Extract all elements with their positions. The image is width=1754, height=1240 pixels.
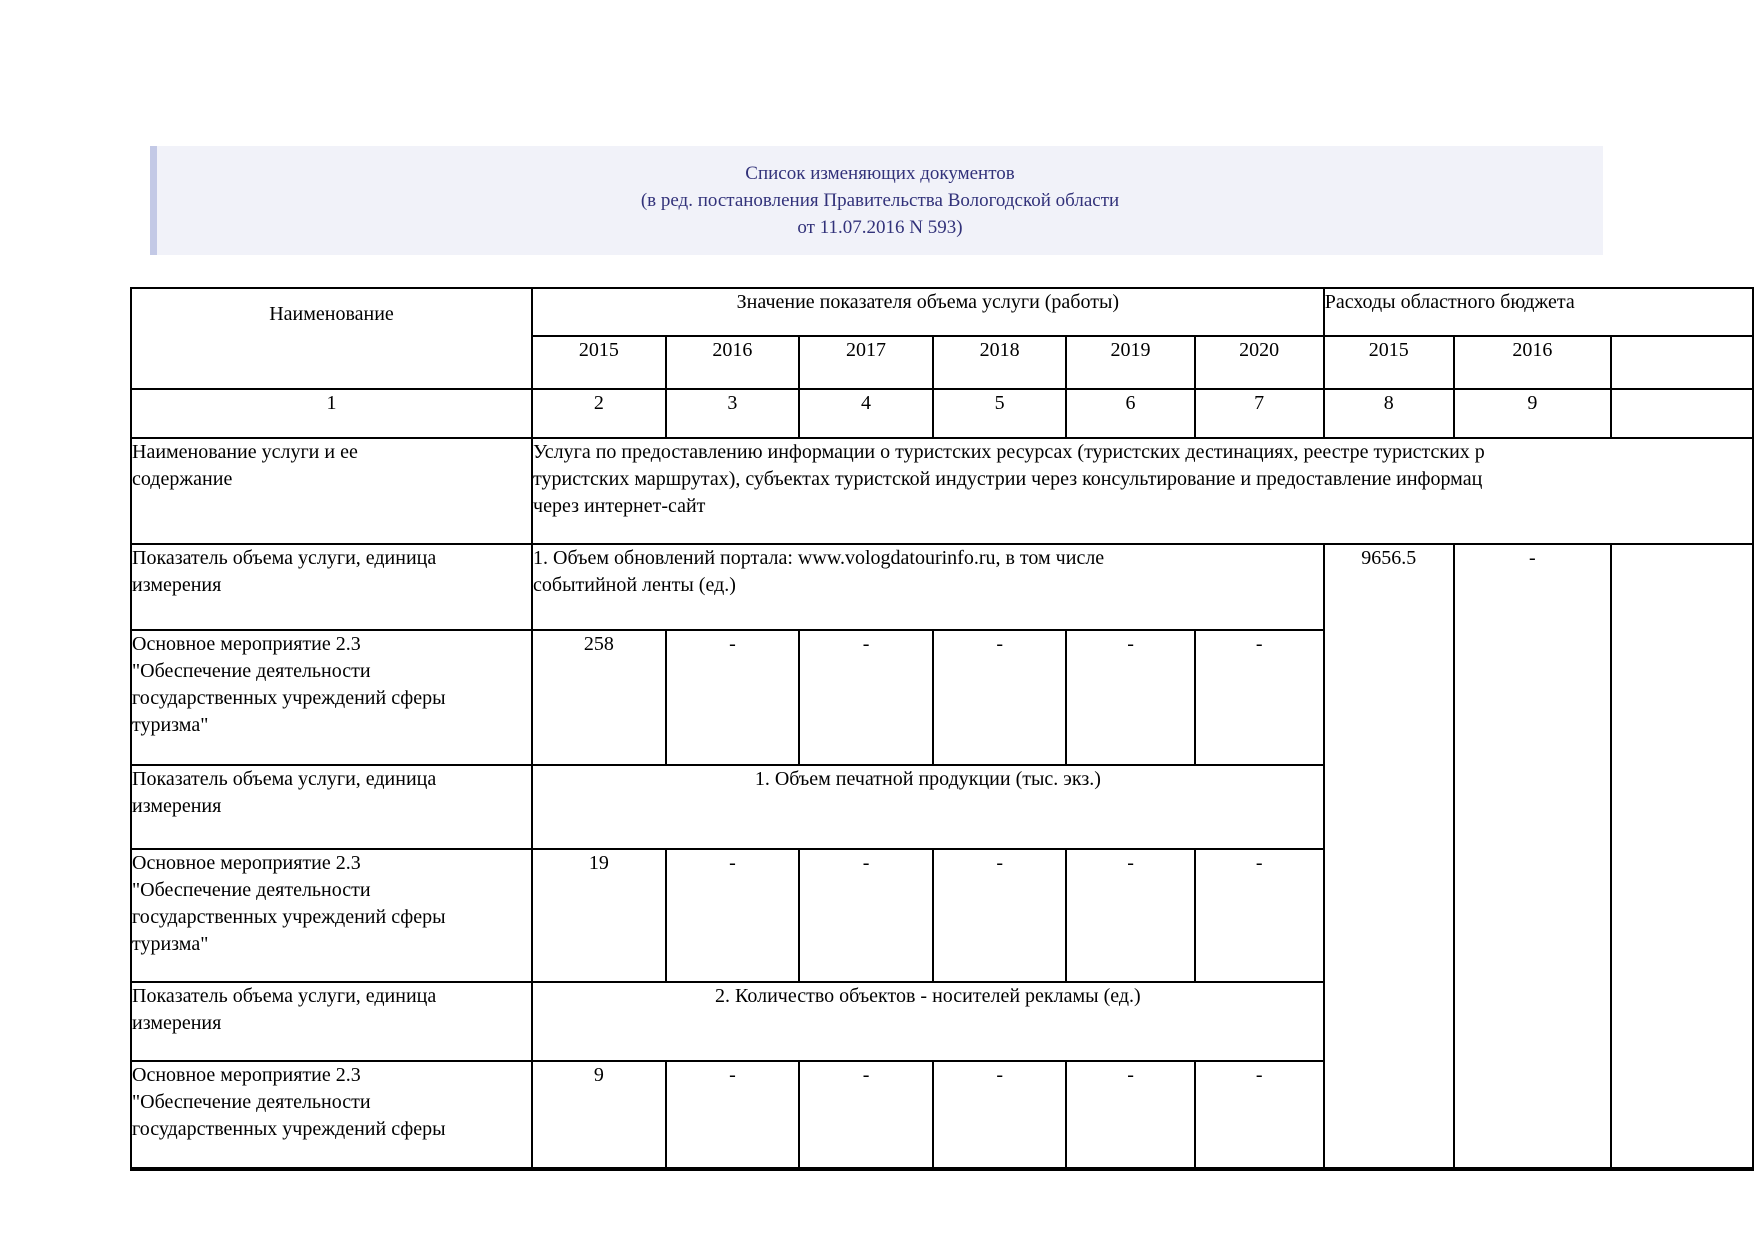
table: Наименование Значение показателя объема … — [130, 287, 1754, 1171]
measure3-2016: - — [664, 1060, 801, 1171]
measure3-2017: - — [798, 1060, 934, 1171]
header-values-group: Значение показателя объема услуги (работ… — [531, 287, 1325, 337]
row-service-name-text: Услуга по предоставлению информации о ту… — [531, 437, 1754, 545]
colnum-3: 3 — [664, 388, 801, 439]
header-year-values-2017: 2017 — [798, 335, 934, 390]
measure1-2016: - — [664, 629, 801, 766]
measure2-2018: - — [931, 848, 1068, 983]
measure1-2020: - — [1193, 629, 1325, 766]
colnum-1: 1 — [130, 388, 534, 439]
measure3-2019: - — [1065, 1060, 1196, 1171]
expenses-2016-value: - — [1452, 543, 1613, 1171]
row-measure2-label: Основное мероприятие 2.3 "Обеспечение дея… — [130, 848, 534, 983]
colnum-6: 6 — [1065, 388, 1196, 439]
colnum-7: 7 — [1193, 388, 1325, 439]
header-year-expenses-cut — [1610, 335, 1754, 390]
row-service-name-label: Наименование услуги и ее содержание — [130, 437, 534, 545]
header-year-values-2015: 2015 — [531, 335, 667, 390]
colnum-2: 2 — [531, 388, 667, 439]
measure1-2017: - — [798, 629, 934, 766]
header-year-expenses-2016: 2016 — [1452, 335, 1613, 390]
row-indicator1-text: 1. Объем обновлений портала: www.vologda… — [531, 543, 1325, 631]
amendments-note-box: Список изменяющих документов (в ред. пос… — [150, 146, 1603, 255]
colnum-8: 8 — [1322, 388, 1455, 439]
header-year-values-2016: 2016 — [664, 335, 801, 390]
colnum-cut — [1610, 388, 1754, 439]
measure2-2016: - — [664, 848, 801, 983]
row-indicator2-label: Показатель объема услуги, единица измерен… — [130, 764, 534, 850]
measure2-2020: - — [1193, 848, 1325, 983]
row-measure1-label: Основное мероприятие 2.3 "Обеспечение дея… — [130, 629, 534, 766]
measure2-2017: - — [798, 848, 934, 983]
measure1-2015: 258 — [531, 629, 667, 766]
row-indicator3-label: Показатель объема услуги, единица измерен… — [130, 981, 534, 1062]
expenses-2015-value: 9656.5 — [1322, 543, 1455, 1171]
row-measure3-label: Основное мероприятие 2.3 "Обеспечение дея… — [130, 1060, 534, 1171]
measure2-2015: 19 — [531, 848, 667, 983]
colnum-5: 5 — [931, 388, 1068, 439]
colnum-4: 4 — [798, 388, 934, 439]
header-year-expenses-2015: 2015 — [1322, 335, 1455, 390]
measure3-2020: - — [1193, 1060, 1325, 1171]
row-indicator2-text: 1. Объем печатной продукции (тыс. экз.) — [531, 764, 1325, 850]
colnum-9: 9 — [1452, 388, 1613, 439]
amendments-line-1: Список изменяющих документов — [745, 163, 1015, 184]
measure1-2018: - — [931, 629, 1068, 766]
row-indicator3-text: 2. Количество объектов - носителей рекла… — [531, 981, 1325, 1062]
amendments-line-2: (в ред. постановления Правительства Воло… — [640, 190, 1120, 211]
header-year-values-2020: 2020 — [1193, 335, 1325, 390]
header-name: Наименование — [130, 287, 534, 390]
amendments-line-3: от 11.07.2016 N 593) — [797, 217, 963, 238]
header-year-values-2019: 2019 — [1065, 335, 1196, 390]
expenses-cut-value — [1610, 543, 1754, 1171]
measure3-2015: 9 — [531, 1060, 667, 1171]
table-bottom-cut-rule — [130, 1167, 1754, 1170]
row-indicator1-label: Показатель объема услуги, единица измерен… — [130, 543, 534, 631]
measure2-2019: - — [1065, 848, 1196, 983]
header-expenses-group: Расходы областного бюджета — [1322, 287, 1754, 337]
measure1-2019: - — [1065, 629, 1196, 766]
service-indicators-table: Наименование Значение показателя объема … — [130, 287, 1754, 1172]
header-year-values-2018: 2018 — [931, 335, 1068, 390]
measure3-2018: - — [931, 1060, 1068, 1171]
